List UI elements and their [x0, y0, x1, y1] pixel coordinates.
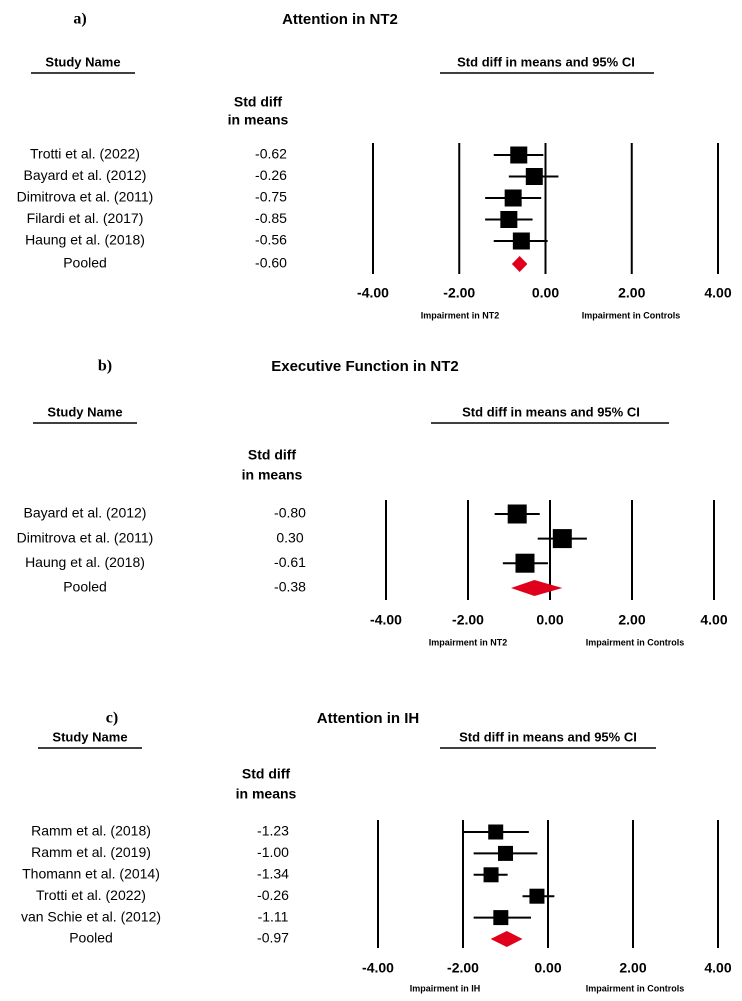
x-tick-label: -2.00 [447, 960, 479, 976]
x-tick-label: -4.00 [362, 960, 394, 976]
ci-header: Std diff in means and 95% CI [457, 54, 635, 69]
chart-title: Attention in IH [317, 710, 419, 727]
x-tick-label: -2.00 [452, 612, 484, 628]
study-effect-value: -1.34 [257, 866, 289, 882]
pooled-label: Pooled [69, 930, 113, 946]
study-name: Thomann et al. (2014) [22, 866, 160, 882]
x-tick-label: 2.00 [618, 285, 645, 301]
study-estimate-marker [552, 529, 572, 549]
effect-size-header-line1: Std diff [248, 447, 297, 463]
pooled-effect-value: -0.38 [274, 579, 306, 595]
study-effect-value: -0.26 [255, 167, 287, 183]
study-effect-value: -0.56 [255, 232, 287, 248]
study-effect-value: -1.23 [257, 823, 289, 839]
study-effect-value: -0.75 [255, 189, 287, 205]
pooled-effect-value: -0.97 [257, 930, 289, 946]
x-tick-label: 0.00 [534, 960, 561, 976]
study-estimate-marker [525, 168, 543, 185]
study-estimate-marker [529, 888, 545, 904]
favours-right-note: Impairment in Controls [582, 310, 681, 320]
x-tick-label: 0.00 [532, 285, 559, 301]
effect-size-header-line2: in means [228, 112, 289, 128]
study-effect-value: -1.11 [258, 908, 289, 924]
study-estimate-marker [512, 232, 530, 250]
study-name-header: Study Name [45, 54, 120, 69]
x-tick-label: -2.00 [443, 285, 475, 301]
study-estimate-marker [507, 504, 527, 524]
pooled-diamond [511, 580, 563, 596]
x-tick-label: 4.00 [704, 285, 731, 301]
study-name: Trotti et al. (2022) [36, 887, 146, 903]
study-name: Haung et al. (2018) [25, 554, 145, 570]
x-tick-label: 4.00 [700, 612, 727, 628]
study-estimate-marker [483, 867, 499, 883]
study-name: Ramm et al. (2019) [31, 844, 151, 860]
study-effect-value: -1.00 [257, 844, 289, 860]
study-estimate-marker [493, 910, 509, 926]
study-name: Ramm et al. (2018) [31, 823, 151, 839]
favours-left-note: Impairment in IH [410, 983, 481, 993]
study-estimate-marker [488, 824, 504, 840]
effect-size-header-line2: in means [242, 467, 303, 483]
study-estimate-marker [515, 553, 535, 573]
panel-label: c) [106, 710, 118, 727]
study-effect-value: -0.26 [257, 887, 289, 903]
pooled-diamond [511, 256, 528, 272]
effect-size-header-line2: in means [236, 786, 297, 802]
study-name: van Schie et al. (2012) [21, 908, 161, 924]
pooled-diamond [490, 931, 523, 947]
study-estimate-marker [498, 845, 513, 861]
pooled-label: Pooled [63, 255, 107, 271]
study-estimate-marker [510, 146, 528, 164]
study-name-header: Study Name [52, 729, 127, 744]
study-name: Bayard et al. (2012) [24, 167, 147, 183]
panel-label: b) [98, 358, 112, 375]
effect-size-header-line1: Std diff [234, 94, 283, 110]
ci-header: Std diff in means and 95% CI [462, 404, 640, 419]
study-effect-value: -0.62 [255, 146, 287, 162]
favours-right-note: Impairment in Controls [586, 637, 685, 647]
study-effect-value: -0.80 [274, 505, 306, 521]
study-name: Trotti et al. (2022) [30, 146, 140, 162]
favours-left-note: Impairment in NT2 [421, 310, 500, 320]
study-estimate-marker [500, 211, 518, 228]
study-name: Dimitrova et al. (2011) [17, 529, 154, 545]
chart-title: Attention in NT2 [282, 11, 398, 28]
ci-header: Std diff in means and 95% CI [459, 729, 637, 744]
study-name: Haung et al. (2018) [25, 232, 145, 248]
chart-title: Executive Function in NT2 [271, 358, 459, 375]
favours-right-note: Impairment in Controls [586, 983, 685, 993]
study-name-header: Study Name [47, 404, 122, 419]
x-tick-label: 2.00 [618, 612, 645, 628]
study-effect-value: -0.85 [255, 210, 287, 226]
favours-left-note: Impairment in NT2 [429, 637, 508, 647]
x-tick-label: 4.00 [704, 960, 731, 976]
x-tick-label: -4.00 [357, 285, 389, 301]
x-tick-label: 0.00 [536, 612, 563, 628]
study-name: Filardi et al. (2017) [27, 210, 144, 226]
x-tick-label: -4.00 [370, 612, 402, 628]
x-tick-label: 2.00 [619, 960, 646, 976]
effect-size-header-line1: Std diff [242, 766, 291, 782]
study-estimate-marker [504, 189, 522, 207]
panel-label: a) [73, 11, 86, 28]
study-effect-value: -0.61 [274, 554, 306, 570]
study-name: Dimitrova et al. (2011) [17, 189, 154, 205]
study-name: Bayard et al. (2012) [24, 505, 147, 521]
pooled-label: Pooled [63, 579, 107, 595]
study-effect-value: 0.30 [276, 529, 303, 545]
pooled-effect-value: -0.60 [255, 255, 287, 271]
